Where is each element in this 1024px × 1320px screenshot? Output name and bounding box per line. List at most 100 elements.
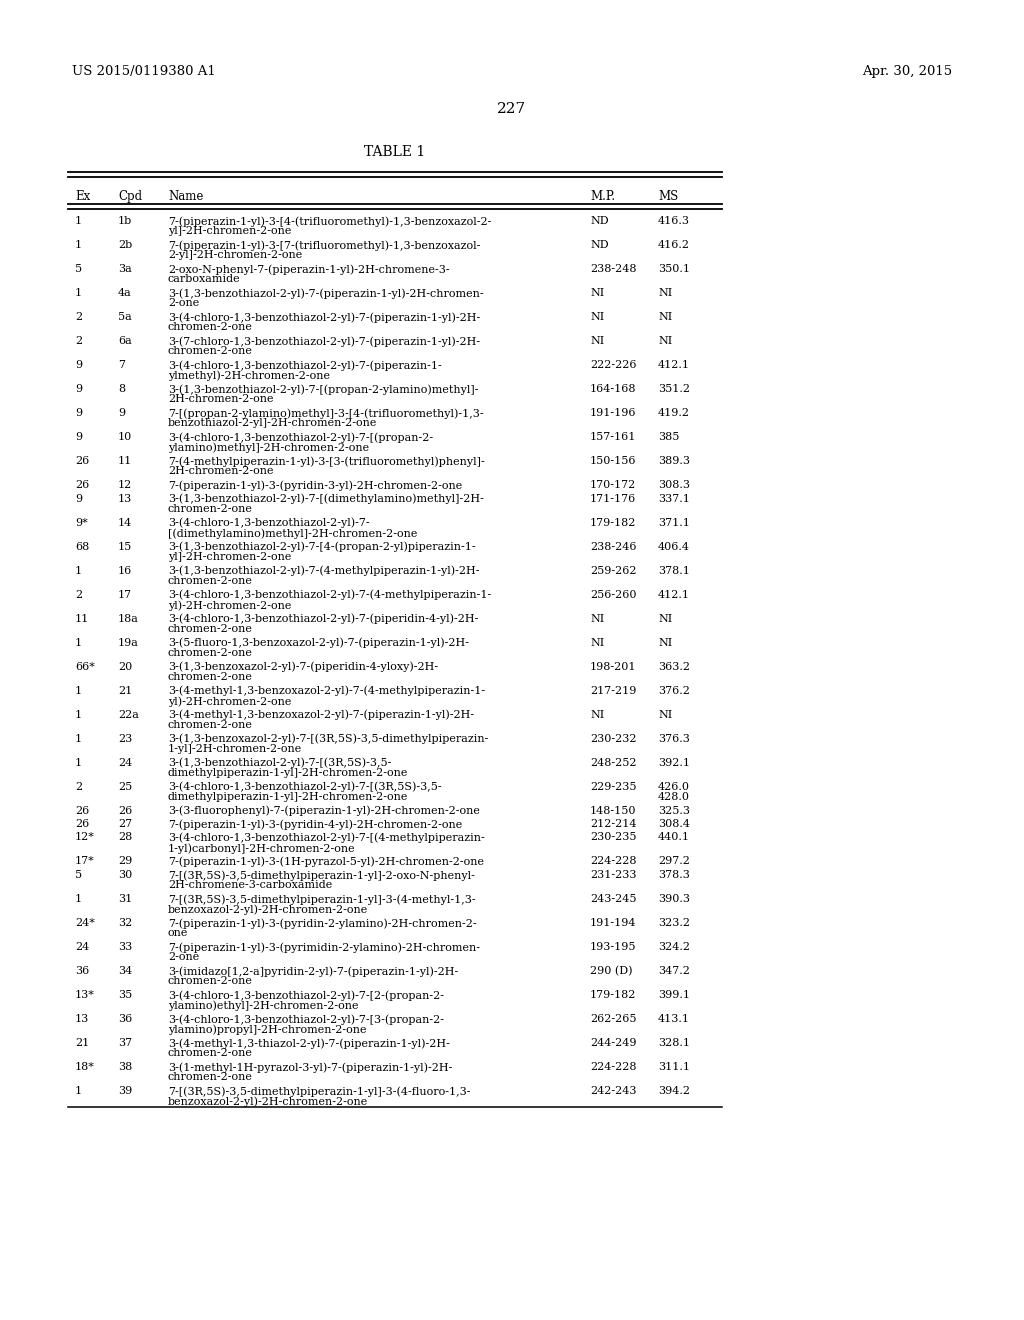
Text: 24*: 24* xyxy=(75,917,95,928)
Text: 3-(1,3-benzothiazol-2-yl)-7-[(propan-2-ylamino)methyl]-: 3-(1,3-benzothiazol-2-yl)-7-[(propan-2-y… xyxy=(168,384,478,395)
Text: 24: 24 xyxy=(118,758,132,767)
Text: 1: 1 xyxy=(75,288,82,298)
Text: 24: 24 xyxy=(75,942,89,952)
Text: 3-(1,3-benzoxazol-2-yl)-7-[(3R,5S)-3,5-dimethylpiperazin-: 3-(1,3-benzoxazol-2-yl)-7-[(3R,5S)-3,5-d… xyxy=(168,734,488,744)
Text: 2b: 2b xyxy=(118,240,132,249)
Text: 230-232: 230-232 xyxy=(590,734,637,743)
Text: 3-(4-chloro-1,3-benzothiazol-2-yl)-7-[2-(propan-2-: 3-(4-chloro-1,3-benzothiazol-2-yl)-7-[2-… xyxy=(168,990,444,1001)
Text: 324.2: 324.2 xyxy=(658,942,690,952)
Text: 7-[(3R,5S)-3,5-dimethylpiperazin-1-yl]-3-(4-methyl-1,3-: 7-[(3R,5S)-3,5-dimethylpiperazin-1-yl]-3… xyxy=(168,894,475,904)
Text: 34: 34 xyxy=(118,966,132,975)
Text: 3-(4-chloro-1,3-benzothiazol-2-yl)-7-[3-(propan-2-: 3-(4-chloro-1,3-benzothiazol-2-yl)-7-[3-… xyxy=(168,1014,444,1024)
Text: yl)-2H-chromen-2-one: yl)-2H-chromen-2-one xyxy=(168,696,292,706)
Text: 10: 10 xyxy=(118,432,132,442)
Text: 9: 9 xyxy=(75,432,82,442)
Text: 378.3: 378.3 xyxy=(658,870,690,880)
Text: [(dimethylamino)methyl]-2H-chromen-2-one: [(dimethylamino)methyl]-2H-chromen-2-one xyxy=(168,528,418,539)
Text: yl]-2H-chromen-2-one: yl]-2H-chromen-2-one xyxy=(168,552,292,562)
Text: 1: 1 xyxy=(75,638,82,648)
Text: 7-(piperazin-1-yl)-3-(1H-pyrazol-5-yl)-2H-chromen-2-one: 7-(piperazin-1-yl)-3-(1H-pyrazol-5-yl)-2… xyxy=(168,857,484,867)
Text: 12: 12 xyxy=(118,480,132,490)
Text: 17*: 17* xyxy=(75,857,95,866)
Text: 157-161: 157-161 xyxy=(590,432,636,442)
Text: NI: NI xyxy=(658,337,672,346)
Text: 378.1: 378.1 xyxy=(658,565,690,576)
Text: NI: NI xyxy=(590,710,604,719)
Text: 3-(1,3-benzothiazol-2-yl)-7-[4-(propan-2-yl)piperazin-1-: 3-(1,3-benzothiazol-2-yl)-7-[4-(propan-2… xyxy=(168,541,475,552)
Text: 32: 32 xyxy=(118,917,132,928)
Text: 33: 33 xyxy=(118,942,132,952)
Text: 7: 7 xyxy=(118,360,125,370)
Text: 238-248: 238-248 xyxy=(590,264,637,275)
Text: ylamino)methyl]-2H-chromen-2-one: ylamino)methyl]-2H-chromen-2-one xyxy=(168,442,369,453)
Text: 179-182: 179-182 xyxy=(590,990,636,1001)
Text: 3-(4-chloro-1,3-benzothiazol-2-yl)-7-[(propan-2-: 3-(4-chloro-1,3-benzothiazol-2-yl)-7-[(p… xyxy=(168,432,433,442)
Text: 2: 2 xyxy=(75,781,82,792)
Text: 4a: 4a xyxy=(118,288,132,298)
Text: 171-176: 171-176 xyxy=(590,494,636,503)
Text: 13: 13 xyxy=(118,494,132,503)
Text: 36: 36 xyxy=(75,966,89,975)
Text: ylmethyl)-2H-chromen-2-one: ylmethyl)-2H-chromen-2-one xyxy=(168,371,330,381)
Text: 13*: 13* xyxy=(75,990,95,1001)
Text: MS: MS xyxy=(658,190,678,203)
Text: 1: 1 xyxy=(75,1086,82,1096)
Text: NI: NI xyxy=(590,614,604,623)
Text: 363.2: 363.2 xyxy=(658,661,690,672)
Text: NI: NI xyxy=(658,638,672,648)
Text: 26: 26 xyxy=(75,818,89,829)
Text: 3-(1,3-benzothiazol-2-yl)-7-(4-methylpiperazin-1-yl)-2H-: 3-(1,3-benzothiazol-2-yl)-7-(4-methylpip… xyxy=(168,565,479,576)
Text: 5a: 5a xyxy=(118,312,132,322)
Text: 3-(1,3-benzoxazol-2-yl)-7-(piperidin-4-yloxy)-2H-: 3-(1,3-benzoxazol-2-yl)-7-(piperidin-4-y… xyxy=(168,661,438,672)
Text: 1: 1 xyxy=(75,685,82,696)
Text: 2-one: 2-one xyxy=(168,298,200,309)
Text: 26: 26 xyxy=(75,455,89,466)
Text: 31: 31 xyxy=(118,894,132,904)
Text: 244-249: 244-249 xyxy=(590,1038,637,1048)
Text: 19a: 19a xyxy=(118,638,139,648)
Text: 3-(4-methyl-1,3-benzoxazol-2-yl)-7-(piperazin-1-yl)-2H-: 3-(4-methyl-1,3-benzoxazol-2-yl)-7-(pipe… xyxy=(168,710,474,721)
Text: 1-yl)carbonyl]-2H-chromen-2-one: 1-yl)carbonyl]-2H-chromen-2-one xyxy=(168,843,355,854)
Text: NI: NI xyxy=(590,337,604,346)
Text: 376.2: 376.2 xyxy=(658,685,690,696)
Text: 26: 26 xyxy=(75,480,89,490)
Text: 9: 9 xyxy=(75,384,82,393)
Text: NI: NI xyxy=(658,288,672,298)
Text: 350.1: 350.1 xyxy=(658,264,690,275)
Text: 308.3: 308.3 xyxy=(658,480,690,490)
Text: 7-(piperazin-1-yl)-3-(pyridin-4-yl)-2H-chromen-2-one: 7-(piperazin-1-yl)-3-(pyridin-4-yl)-2H-c… xyxy=(168,818,462,829)
Text: 419.2: 419.2 xyxy=(658,408,690,418)
Text: 2H-chromene-3-carboxamide: 2H-chromene-3-carboxamide xyxy=(168,880,332,891)
Text: US 2015/0119380 A1: US 2015/0119380 A1 xyxy=(72,65,216,78)
Text: 224-228: 224-228 xyxy=(590,857,637,866)
Text: 3-(imidazo[1,2-a]pyridin-2-yl)-7-(piperazin-1-yl)-2H-: 3-(imidazo[1,2-a]pyridin-2-yl)-7-(pipera… xyxy=(168,966,459,977)
Text: 371.1: 371.1 xyxy=(658,517,690,528)
Text: 3-(4-chloro-1,3-benzothiazol-2-yl)-7-(piperidin-4-yl)-2H-: 3-(4-chloro-1,3-benzothiazol-2-yl)-7-(pi… xyxy=(168,614,478,624)
Text: 66*: 66* xyxy=(75,661,95,672)
Text: 328.1: 328.1 xyxy=(658,1038,690,1048)
Text: chromen-2-one: chromen-2-one xyxy=(168,346,253,356)
Text: 3-(3-fluorophenyl)-7-(piperazin-1-yl)-2H-chromen-2-one: 3-(3-fluorophenyl)-7-(piperazin-1-yl)-2H… xyxy=(168,805,480,816)
Text: dimethylpiperazin-1-yl]-2H-chromen-2-one: dimethylpiperazin-1-yl]-2H-chromen-2-one xyxy=(168,792,409,803)
Text: 2: 2 xyxy=(75,337,82,346)
Text: 390.3: 390.3 xyxy=(658,894,690,904)
Text: chromen-2-one: chromen-2-one xyxy=(168,672,253,682)
Text: 308.4: 308.4 xyxy=(658,818,690,829)
Text: yl]-2H-chromen-2-one: yl]-2H-chromen-2-one xyxy=(168,227,292,236)
Text: Ex: Ex xyxy=(75,190,90,203)
Text: 412.1: 412.1 xyxy=(658,360,690,370)
Text: 7-[(3R,5S)-3,5-dimethylpiperazin-1-yl]-2-oxo-N-phenyl-: 7-[(3R,5S)-3,5-dimethylpiperazin-1-yl]-2… xyxy=(168,870,475,880)
Text: chromen-2-one: chromen-2-one xyxy=(168,624,253,634)
Text: 25: 25 xyxy=(118,781,132,792)
Text: 1: 1 xyxy=(75,240,82,249)
Text: 7-(4-methylpiperazin-1-yl)-3-[3-(trifluoromethyl)phenyl]-: 7-(4-methylpiperazin-1-yl)-3-[3-(trifluo… xyxy=(168,455,484,466)
Text: 15: 15 xyxy=(118,541,132,552)
Text: 351.2: 351.2 xyxy=(658,384,690,393)
Text: 11: 11 xyxy=(75,614,89,623)
Text: 2-yl]-2H-chromen-2-one: 2-yl]-2H-chromen-2-one xyxy=(168,251,302,260)
Text: 2: 2 xyxy=(75,312,82,322)
Text: 416.2: 416.2 xyxy=(658,240,690,249)
Text: M.P.: M.P. xyxy=(590,190,615,203)
Text: 3a: 3a xyxy=(118,264,132,275)
Text: 217-219: 217-219 xyxy=(590,685,636,696)
